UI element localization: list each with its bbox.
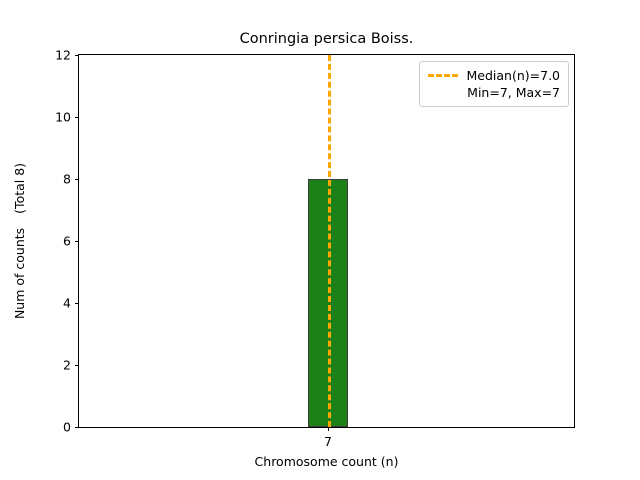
plot-inner bbox=[79, 55, 574, 427]
y-tick-label-10: 10 bbox=[55, 109, 71, 125]
y-tick-label-12: 12 bbox=[55, 47, 71, 63]
bar-7[interactable] bbox=[308, 179, 348, 427]
dashed-line-icon bbox=[427, 74, 458, 77]
y-tick-mark-4 bbox=[75, 303, 79, 304]
legend-label-median: Median(n)=7.0 bbox=[466, 68, 561, 83]
y-axis-label: Num of counts (Total 8) bbox=[12, 162, 27, 320]
legend-row-median: Median(n)=7.0 bbox=[427, 67, 561, 84]
y-tick-label-6: 6 bbox=[63, 233, 71, 249]
y-tick-mark-6 bbox=[75, 241, 79, 242]
y-tick-mark-0 bbox=[75, 427, 79, 428]
y-tick-mark-12 bbox=[75, 55, 79, 56]
y-tick-mark-10 bbox=[75, 117, 79, 118]
x-axis-label: Chromosome count (n) bbox=[254, 454, 399, 469]
y-tick-label-4: 4 bbox=[63, 295, 71, 311]
y-tick-label-2: 2 bbox=[63, 357, 71, 373]
legend[interactable]: Median(n)=7.0 Min=7, Max=7 bbox=[418, 61, 569, 107]
legend-label-minmax: Min=7, Max=7 bbox=[467, 85, 560, 100]
y-tick-mark-2 bbox=[75, 364, 79, 366]
x-tick-label-7: 7 bbox=[324, 434, 332, 449]
y-tick-mark-8 bbox=[75, 178, 79, 180]
chart-title: Conringia persica Boiss. bbox=[239, 31, 414, 47]
y-tick-label-8: 8 bbox=[63, 171, 71, 187]
y-axis-label-container: Num of counts (Total 8) bbox=[0, 54, 40, 428]
y-axis-label-line1: Num of counts bbox=[12, 227, 27, 320]
median-line bbox=[327, 55, 331, 427]
y-axis-label-line2: (Total 8) bbox=[12, 162, 27, 214]
y-tick-label-0: 0 bbox=[63, 419, 71, 435]
plot-area: 0 2 4 6 8 10 12 7 Median(n)=7.0 Min=7 bbox=[55, 49, 575, 448]
x-tick-mark-7 bbox=[327, 427, 329, 431]
